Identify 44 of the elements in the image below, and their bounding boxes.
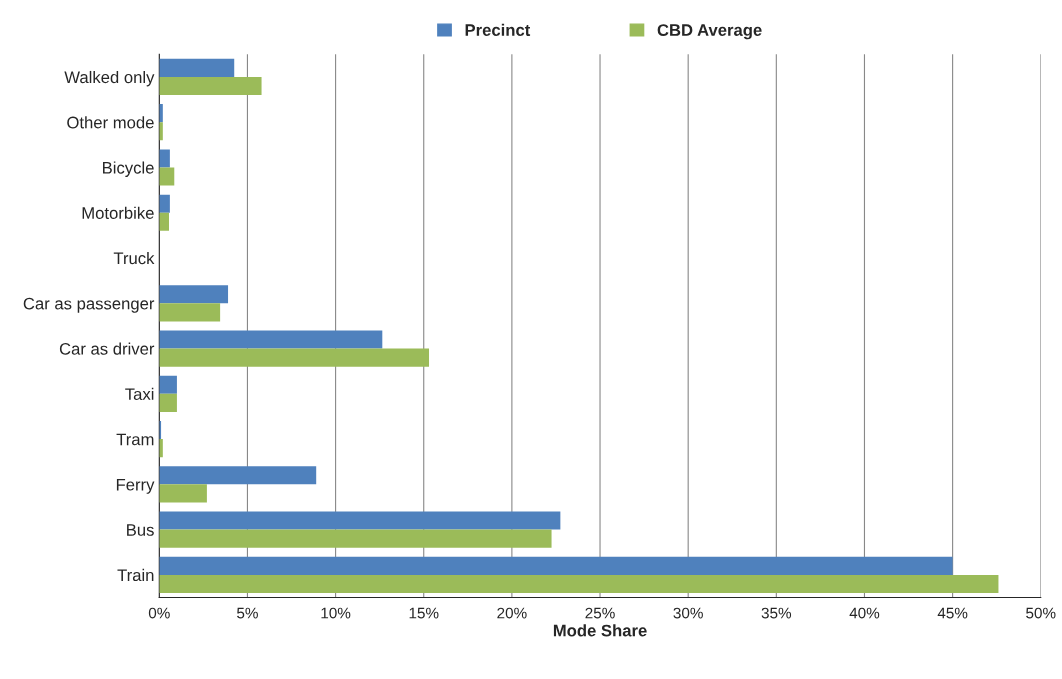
- x-tick-label: 10%: [321, 607, 351, 619]
- y-tick-label: Tram: [116, 433, 154, 446]
- bar: [159, 330, 383, 349]
- x-tick-label: 5%: [237, 607, 258, 619]
- x-tick-label: 30%: [673, 607, 703, 619]
- y-tick-label: Train: [117, 568, 154, 582]
- bar: [159, 76, 262, 96]
- bar: [159, 466, 317, 485]
- y-tick-label: Car as driver: [59, 342, 155, 355]
- y-tick-label: Car as passenger: [23, 297, 155, 313]
- y-tick-label: Walked only: [64, 70, 155, 87]
- bar: [159, 484, 207, 503]
- y-tick-label: Bus: [127, 524, 154, 536]
- bar: [159, 375, 177, 394]
- bar: [159, 511, 561, 530]
- x-tick-label: 15%: [409, 607, 439, 619]
- bar: [159, 574, 999, 593]
- legend-label: CBD Average: [657, 24, 762, 40]
- bar: [159, 303, 221, 322]
- y-tick-label: Bicycle: [103, 161, 154, 177]
- y-tick-label: Motorbike: [82, 206, 154, 219]
- y-tick-label: Truck: [113, 251, 155, 265]
- legend-label: Precinct: [465, 23, 531, 36]
- x-tick-label: 25%: [585, 607, 615, 619]
- x-tick-label: 35%: [761, 607, 792, 619]
- y-tick-label: Other mode: [67, 116, 154, 129]
- x-tick-label: 45%: [937, 607, 968, 619]
- y-tick-label: Taxi: [125, 387, 154, 401]
- x-tick-label: 0%: [148, 607, 170, 619]
- bar: [159, 167, 175, 186]
- x-tick-label: 20%: [497, 607, 527, 619]
- bar: [159, 529, 552, 548]
- bar: [159, 285, 229, 304]
- bar: [159, 194, 170, 213]
- bar: [159, 393, 177, 412]
- bar: [159, 348, 430, 367]
- bar: [159, 556, 953, 575]
- y-tick-label: Ferry: [116, 478, 155, 494]
- bar: [159, 149, 170, 168]
- bar: [159, 58, 235, 77]
- x-tick-label: 40%: [849, 607, 880, 619]
- x-tick-label: 50%: [1026, 607, 1056, 619]
- bar: [159, 212, 169, 231]
- x-axis-title: Mode Share: [553, 624, 647, 637]
